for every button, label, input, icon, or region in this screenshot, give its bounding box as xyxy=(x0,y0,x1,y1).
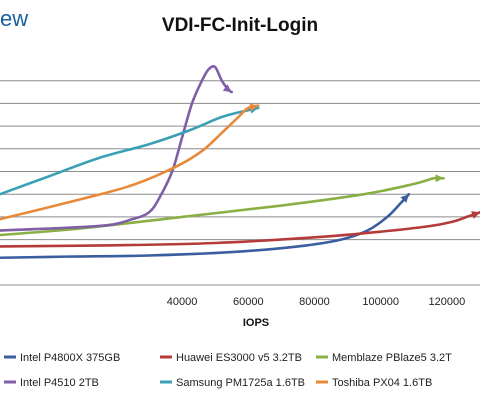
series-end-arrow xyxy=(400,194,409,203)
series-lines xyxy=(0,65,480,260)
x-tick-label: 60000 xyxy=(233,296,264,308)
x-tick-label: 100000 xyxy=(362,296,399,308)
series-end-arrow xyxy=(222,84,232,93)
x-tick-labels: 40000 60000 80000 100000 120000 xyxy=(167,296,465,308)
legend-label: Toshiba PX04 1.6TB xyxy=(332,377,432,389)
gridlines xyxy=(0,80,480,241)
legend-label: Intel P4510 2TB xyxy=(20,377,99,389)
x-tick-label: 80000 xyxy=(299,296,330,308)
x-tick-label: 40000 xyxy=(167,296,198,308)
legend-label: Intel P4800X 375GB xyxy=(20,352,120,364)
chart-title: VDI-FC-Init-Login xyxy=(162,15,318,36)
legend-label: Memblaze PBlaze5 3.2T xyxy=(332,352,452,364)
series-end-arrow xyxy=(249,103,259,112)
series-end-arrow xyxy=(435,174,444,183)
series-line xyxy=(0,104,260,221)
x-axis-label: IOPS xyxy=(243,317,269,329)
series-line xyxy=(0,211,480,248)
series-line xyxy=(0,106,260,196)
logo-text: ew xyxy=(0,6,28,31)
legend-label: Huawei ES3000 v5 3.2TB xyxy=(176,352,302,364)
legend: Intel P4800X 375GB Huawei ES3000 v5 3.2TB… xyxy=(4,352,452,389)
series-line xyxy=(0,65,234,232)
legend-label: Samsung PM1725a 1.6TB xyxy=(176,377,305,389)
series-end-arrow xyxy=(471,211,480,219)
x-tick-label: 120000 xyxy=(429,296,466,308)
series-line xyxy=(0,192,411,260)
series-line xyxy=(0,176,445,237)
